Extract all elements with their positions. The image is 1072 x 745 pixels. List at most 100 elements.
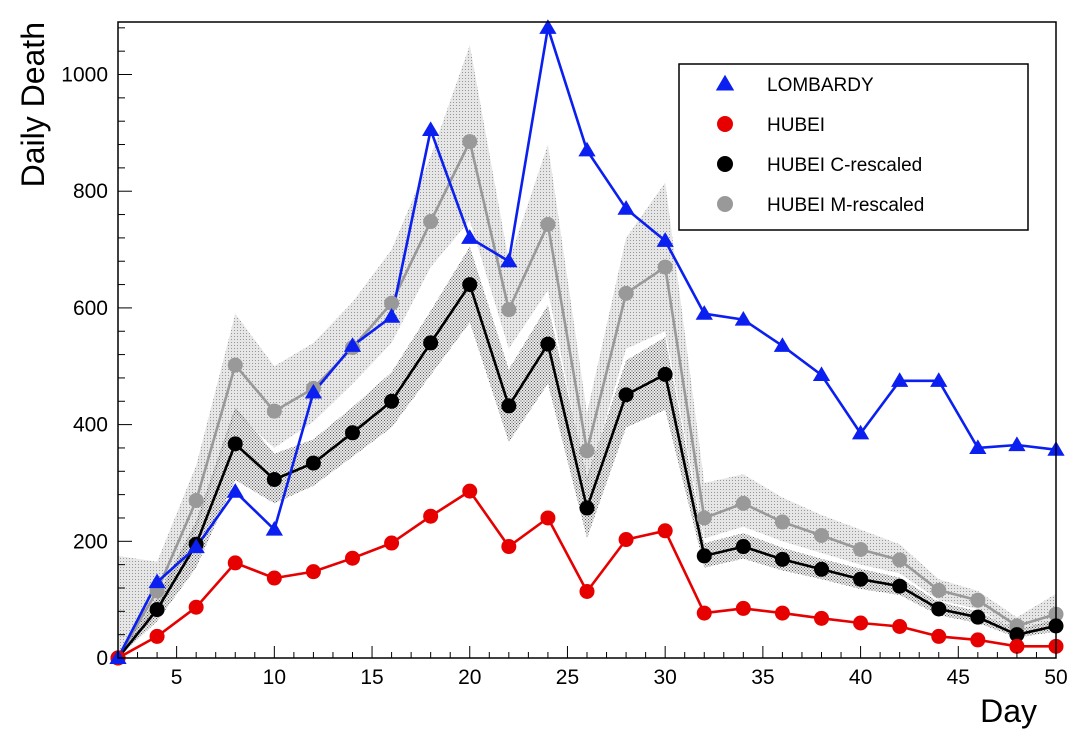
x-tick-label: 35 [751, 666, 774, 689]
lombardy-point [226, 483, 244, 498]
lombardy-point [343, 337, 362, 352]
hubei-c-rescaled-point [696, 548, 712, 564]
series-markers [109, 19, 1065, 666]
x-tick-label: 40 [849, 666, 872, 689]
hubei-c-rescaled-point [384, 393, 400, 409]
lombardy-point [422, 121, 440, 136]
hubei-point [657, 523, 673, 539]
x-tick-label: 20 [458, 666, 481, 689]
hubei-c-rescaled-point [931, 601, 947, 617]
hubei-point [853, 615, 869, 631]
lombardy-point [695, 305, 713, 320]
y-tick-label: 600 [73, 297, 108, 320]
y-tick-label: 0 [96, 647, 108, 670]
hubei-m-rescaled-point [384, 295, 400, 311]
hubei-point [774, 605, 790, 621]
x-tick-label: 5 [171, 666, 183, 689]
hubei-c-rescaled-point [892, 578, 908, 594]
hubei-point [384, 535, 400, 551]
hubei-c-rescaled-point [501, 398, 517, 414]
hubei-point [305, 564, 321, 580]
x-tick-label: 15 [360, 666, 383, 689]
hubei-point [501, 539, 517, 555]
hubei-point [188, 599, 204, 615]
hubei-point [970, 632, 986, 648]
hubei-c-rescaled-point [618, 387, 634, 403]
x-tick-label: 50 [1044, 666, 1067, 689]
legend-label: HUBEI [767, 115, 825, 136]
hubei-c-rescaled-point [423, 335, 439, 351]
hubei-c-rescaled-point [227, 436, 243, 452]
hubei-m-rescaled-point [657, 259, 673, 275]
hubei-m-rescaled-point [853, 541, 869, 557]
hubei-m-rescaled-point [774, 514, 790, 530]
x-tick-label: 30 [653, 666, 676, 689]
hubei-c-rescaled-point [462, 277, 478, 293]
hubei-point [618, 532, 634, 548]
legend-label: HUBEI M-rescaled [767, 195, 924, 216]
hubei-c-rescaled-point [735, 539, 751, 555]
legend: LOMBARDY HUBEI HUBEI C-rescaled HUBEI M-res… [678, 63, 1029, 231]
y-tick-label: 800 [73, 180, 108, 203]
hubei-c-rescaled-point [266, 471, 282, 487]
hubei-c-rescaled-point [345, 425, 360, 441]
lombardy-point [461, 229, 479, 244]
lombardy-point [539, 19, 557, 34]
hubei-m-rescaled-point [579, 443, 595, 459]
hubei-c-rescaled-point [853, 571, 869, 587]
hubei-m-rescaled-point [892, 552, 908, 568]
hubei-c-rescaled-point [305, 455, 321, 471]
hubei-point [149, 628, 165, 644]
hubei-c-rescaled-point [540, 336, 556, 352]
lombardy-point [304, 383, 323, 399]
hubei-point [462, 483, 478, 499]
y-tick-label: 1000 [61, 64, 108, 87]
hubei-point [931, 628, 947, 644]
lombardy-point [265, 521, 283, 536]
y-axis: 0 200 400 600 800 1000 [61, 27, 132, 670]
hubei-c-rescaled-point [149, 602, 165, 618]
hubei-point [345, 550, 360, 566]
hubei-m-rescaled-point [266, 403, 282, 419]
lombardy-point [382, 308, 401, 323]
hubei-m-rescaled-point [696, 510, 712, 526]
hubei-m-rescaled-point [735, 495, 751, 511]
lombardy-point [500, 252, 518, 268]
hubei-m-rescaled-point [423, 214, 439, 230]
y-tick-label: 200 [73, 530, 108, 553]
legend-box [678, 63, 1029, 231]
lombardy-point [773, 337, 792, 352]
hubei-c-rescaled-point [774, 551, 790, 567]
y-axis-title: Daily Death [15, 22, 51, 187]
x-tick-label: 25 [556, 666, 579, 689]
hubei-c-rescaled-point [1009, 627, 1025, 643]
hubei-m-rescaled-point [501, 302, 517, 318]
hubei-c-rescaled-point [657, 366, 673, 382]
lombardy-point [891, 372, 909, 387]
x-tick-label: 10 [263, 666, 286, 689]
lombardy-point [734, 310, 752, 326]
lombardy-point [812, 366, 831, 382]
lombardy-legend-marker [715, 74, 735, 91]
lombardy-point [187, 538, 205, 554]
hubei-point [814, 610, 829, 626]
hubei-point [735, 600, 751, 616]
hubei-m-rescaled-point [462, 134, 478, 150]
hubei-point [266, 570, 282, 586]
hubei-c-rescaled-point [814, 561, 829, 577]
hubei-m-rescaled-point [540, 216, 556, 232]
hubei-c-rescaled-point [970, 609, 986, 625]
hubei-m-rescaled-point [618, 285, 634, 301]
lombardy-point [851, 424, 870, 440]
hubei-m-rescaled-point [931, 582, 947, 598]
hubei-point [579, 583, 595, 599]
hubei-m-rescaled-point [227, 357, 243, 373]
x-tick-label: 45 [947, 666, 970, 689]
hubei-c-rescaled-band [118, 246, 1056, 658]
hubei-c-rescaled-legend-marker [717, 156, 733, 172]
hubei-point [696, 605, 712, 621]
lombardy-point [617, 200, 635, 215]
hubei-point [423, 508, 439, 524]
x-axis: 5 10 15 20 25 30 35 40 45 50 [117, 646, 1068, 689]
